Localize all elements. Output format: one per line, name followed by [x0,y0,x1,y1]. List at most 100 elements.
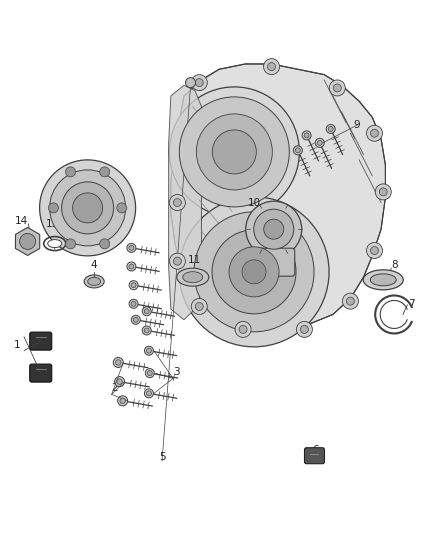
Circle shape [145,346,153,355]
Circle shape [127,244,136,252]
Circle shape [73,193,102,223]
Circle shape [302,131,311,140]
Circle shape [115,377,124,386]
Text: 10: 10 [247,198,261,207]
Ellipse shape [370,274,396,286]
Circle shape [129,264,134,269]
Circle shape [268,62,276,71]
Circle shape [297,321,312,337]
Circle shape [212,130,256,174]
Text: 2: 2 [111,383,118,393]
Text: 13: 13 [46,219,59,229]
Circle shape [191,75,207,91]
Circle shape [145,389,153,398]
Text: 12: 12 [83,230,96,239]
Circle shape [346,297,354,305]
Circle shape [375,184,391,200]
Circle shape [254,209,294,249]
Circle shape [118,396,127,406]
Circle shape [170,87,299,217]
Text: 5: 5 [159,453,166,462]
Circle shape [142,307,151,316]
Circle shape [195,302,203,311]
Text: 8: 8 [391,261,398,270]
Circle shape [191,298,207,314]
Circle shape [317,140,322,146]
Circle shape [367,243,382,259]
Circle shape [131,282,136,288]
Polygon shape [15,228,40,255]
Circle shape [120,398,125,403]
Circle shape [170,195,185,211]
FancyBboxPatch shape [30,332,52,350]
Circle shape [129,245,134,251]
Circle shape [170,253,185,269]
Circle shape [144,328,149,333]
Text: 4: 4 [91,260,98,270]
Circle shape [293,146,302,155]
Circle shape [62,182,113,234]
Circle shape [49,203,58,213]
Circle shape [66,239,75,249]
Circle shape [186,78,195,87]
Text: 11: 11 [188,255,201,265]
Circle shape [117,379,122,384]
Circle shape [66,167,75,177]
Circle shape [239,325,247,334]
Circle shape [142,326,151,335]
Polygon shape [169,85,201,320]
Circle shape [194,212,314,332]
Ellipse shape [84,275,104,288]
Circle shape [113,358,123,367]
Circle shape [116,360,121,365]
Circle shape [144,309,149,314]
Circle shape [246,201,302,257]
Circle shape [371,246,378,255]
Circle shape [328,126,333,132]
Circle shape [117,203,127,213]
Circle shape [179,97,290,207]
Circle shape [315,139,324,147]
Circle shape [145,369,154,377]
Circle shape [173,257,181,265]
Circle shape [100,167,110,177]
Circle shape [264,219,284,239]
Circle shape [304,133,309,138]
Polygon shape [171,64,385,330]
Circle shape [242,260,266,284]
FancyBboxPatch shape [253,248,295,276]
Circle shape [20,233,35,249]
FancyBboxPatch shape [30,364,52,382]
Circle shape [146,348,152,353]
Circle shape [127,262,136,271]
Circle shape [229,247,279,297]
Text: 3: 3 [173,367,180,377]
Circle shape [212,230,296,314]
Text: 9: 9 [353,120,360,130]
Ellipse shape [88,277,101,286]
Circle shape [131,301,136,306]
Circle shape [100,239,110,249]
Circle shape [343,293,358,309]
Circle shape [196,114,272,190]
Circle shape [379,188,387,196]
Circle shape [195,78,203,87]
Circle shape [49,170,126,246]
Text: 14: 14 [15,216,28,226]
Circle shape [133,317,138,322]
Ellipse shape [363,270,403,290]
Circle shape [367,125,382,141]
Ellipse shape [48,239,62,248]
Circle shape [147,370,152,376]
Circle shape [146,391,152,396]
Circle shape [179,197,329,347]
Text: 7: 7 [408,299,415,309]
Circle shape [129,300,138,308]
Circle shape [131,316,140,324]
Circle shape [264,59,279,75]
Circle shape [300,325,308,334]
Circle shape [39,160,136,256]
Text: 6: 6 [312,445,319,455]
Ellipse shape [177,268,209,286]
FancyBboxPatch shape [304,448,325,464]
